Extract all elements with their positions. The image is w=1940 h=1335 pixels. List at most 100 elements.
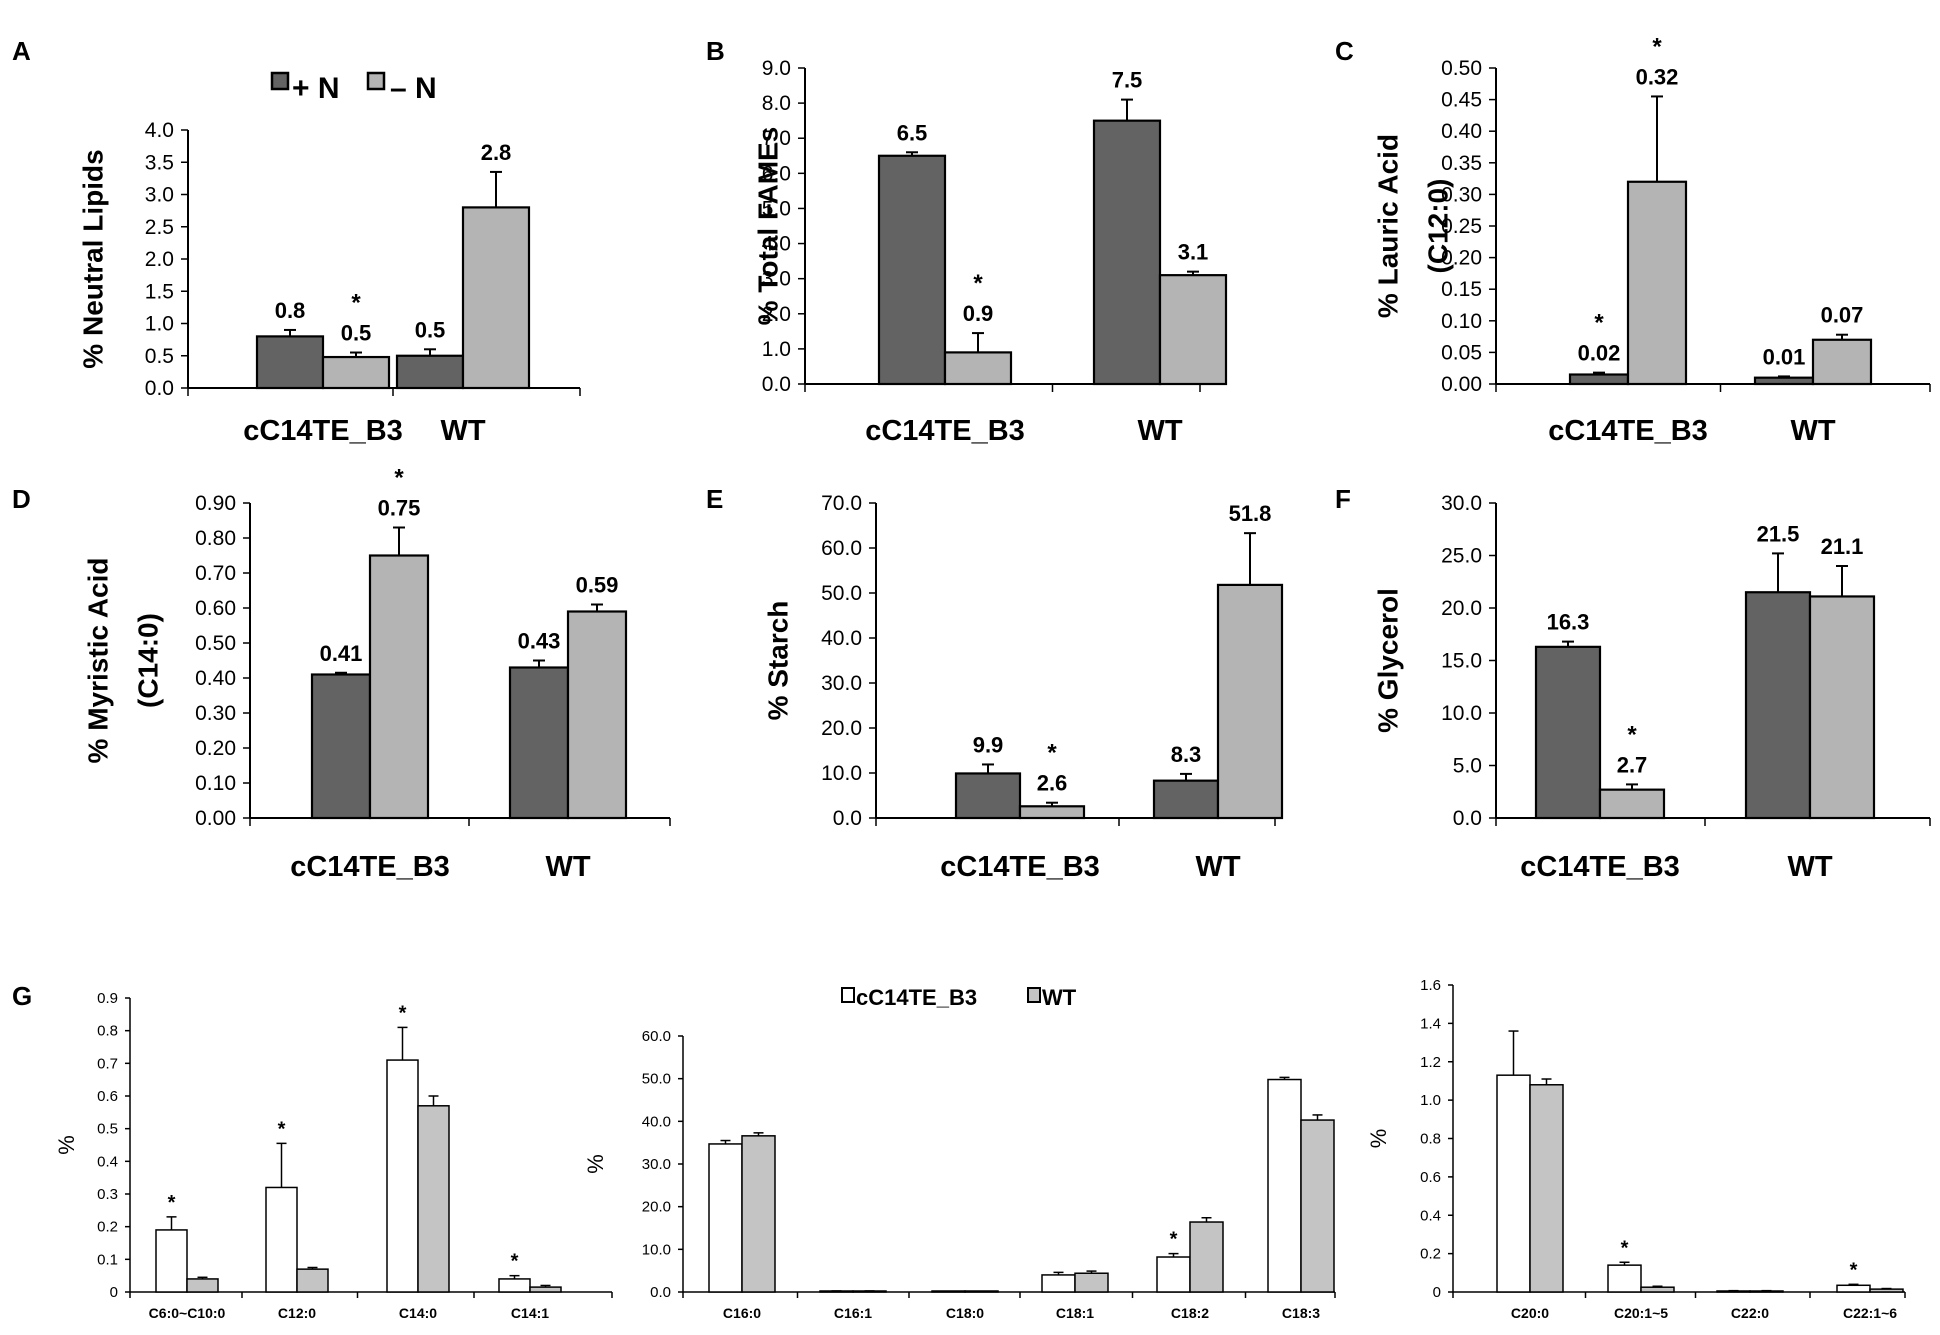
- bar-n-cc14teb3: [1598, 788, 1666, 820]
- y-tick-label: 9.0: [762, 57, 791, 80]
- y-tick-label: 0.20: [1441, 247, 1482, 270]
- panel-letter: B: [706, 36, 725, 66]
- x-tick-label: C18:0: [946, 1305, 984, 1321]
- y-tick-label: 0.70: [195, 562, 236, 585]
- data-label: 0.8: [275, 298, 306, 323]
- y-tick-label: 0.50: [1441, 57, 1482, 80]
- bar-n-wt: [508, 666, 570, 820]
- bar-n-wt: [395, 354, 465, 390]
- bar-wt-c160: [741, 1135, 776, 1293]
- bar-n-cc14teb3: [1626, 180, 1688, 386]
- x-tick-label: C14:1: [511, 1305, 549, 1321]
- legend-swatch-minus-n: [366, 71, 386, 91]
- y-tick-label: 0.40: [1441, 120, 1482, 143]
- data-label: 0.07: [1821, 303, 1864, 328]
- y-axis-label: % Lauric Acid: [1372, 134, 1403, 318]
- legend-label-cc14te: cC14TE_B3: [856, 985, 977, 1010]
- data-label: 3.1: [1178, 240, 1209, 265]
- panel-g1: G 0 0.1 0.2 0.3 0.4 0.5 0.6 0.7 0.8 0.9% * * * * C6:0~C…: [12, 981, 613, 1321]
- y-tick-label: 3.0: [762, 268, 791, 291]
- y-tick-label: 20.0: [821, 717, 862, 740]
- legend-swatch-wt: [1027, 987, 1041, 1003]
- y-tick-label: 0.00: [195, 807, 236, 830]
- bar-wt-c120: [296, 1268, 329, 1293]
- panel-e: E 0.0 10.0 20.0 30.0 40.0 50.0 60.0 70.0 % Starch…: [706, 484, 1284, 883]
- y-tick-label: 5.0: [762, 197, 791, 220]
- panel-letter: A: [12, 36, 31, 66]
- x-tick-label: C20:1~5: [1614, 1305, 1668, 1321]
- data-label: 0.59: [576, 573, 619, 598]
- data-label: 21.5: [1757, 521, 1800, 546]
- panel-f: F 0.0 5.0 10.0 15.0 20.0 25.0 30.0 % Glycerol 16.…: [1335, 484, 1931, 883]
- bar-wt-c141: [529, 1286, 562, 1293]
- significance-star: *: [1594, 310, 1604, 337]
- y-tick-label: 20.0: [642, 1199, 671, 1216]
- data-label: 2.6: [1037, 771, 1068, 796]
- significance-star: *: [1627, 721, 1637, 748]
- y-tick-label: 50.0: [642, 1071, 671, 1088]
- y-tick-label: 1.4: [1420, 1015, 1441, 1032]
- y-tick-label: 30.0: [642, 1156, 671, 1173]
- y-axis-label: %: [583, 1154, 608, 1174]
- x-tick-label: WT: [1790, 415, 1835, 447]
- y-tick-label: 1.2: [1420, 1054, 1441, 1071]
- significance-star: *: [1850, 1259, 1858, 1281]
- bar-n-wt: [566, 610, 628, 820]
- y-tick-label: 0.30: [195, 702, 236, 725]
- bar-n-wt: [1744, 591, 1812, 820]
- y-tick-label: 0.90: [195, 492, 236, 515]
- y-tick-label: 40.0: [642, 1113, 671, 1130]
- data-label: 7.5: [1112, 68, 1143, 93]
- y-tick-label: 0.25: [1441, 215, 1482, 238]
- y-tick-label: 4.0: [762, 233, 791, 256]
- panel-letter: C: [1335, 36, 1354, 66]
- x-tick-label: cC14TE_B3: [1548, 415, 1708, 447]
- y-tick-label: 60.0: [821, 537, 862, 560]
- y-tick-label: 0.45: [1441, 89, 1482, 112]
- y-tick-label: 70.0: [821, 492, 862, 515]
- y-tick-label: 10.0: [642, 1241, 671, 1258]
- y-tick-label: 0.50: [195, 632, 236, 655]
- y-tick-label: 0.7: [97, 1055, 118, 1072]
- x-tick-label: WT: [440, 415, 485, 447]
- y-tick-label: 0.8: [1420, 1131, 1441, 1148]
- data-label: 9.9: [973, 732, 1004, 757]
- significance-star: *: [399, 1002, 407, 1024]
- y-tick-label: 8.0: [762, 92, 791, 115]
- y-tick-label: 1.5: [145, 280, 174, 303]
- bar-cc14teb3-c60c100: [155, 1229, 188, 1293]
- bar-n-cc14teb3: [1534, 645, 1602, 820]
- bar-n-cc14teb3: [310, 673, 372, 820]
- panel-g2: 0.0 10.0 20.0 30.0 40.0 50.0 60.0% * C16:0 C16:1 C…: [583, 1028, 1336, 1321]
- y-tick-label: 0.6: [97, 1088, 118, 1105]
- y-tick-label: 40.0: [821, 627, 862, 650]
- bar-n-cc14teb3: [368, 554, 430, 820]
- bar-n-cc14teb3: [255, 335, 325, 390]
- y-axis-label-line2: (C12:0): [1422, 179, 1453, 274]
- data-label: 0.5: [415, 317, 446, 342]
- data-label: 21.1: [1821, 534, 1864, 559]
- data-label: 0.5: [341, 321, 372, 346]
- y-tick-label: 0.6: [1420, 1169, 1441, 1186]
- significance-star: *: [1652, 33, 1662, 60]
- significance-star: *: [1621, 1237, 1629, 1259]
- y-tick-label: 0.4: [1420, 1207, 1441, 1224]
- panel-letter: G: [12, 981, 32, 1011]
- bar-n-wt: [1152, 779, 1220, 820]
- bar-n-wt: [1158, 274, 1228, 386]
- y-tick-label: 0.15: [1441, 278, 1482, 301]
- y-tick-label: 0.0: [833, 807, 862, 830]
- x-tick-label: cC14TE_B3: [243, 415, 403, 447]
- bar-wt-c182: [1189, 1221, 1224, 1293]
- bar-wt-c200: [1529, 1084, 1564, 1293]
- bar-cc14teb3-c200: [1496, 1074, 1531, 1293]
- panel-letter: E: [706, 484, 723, 514]
- data-label: 0.9: [963, 301, 994, 326]
- data-label: 8.3: [1171, 742, 1202, 767]
- x-tick-label: C18:1: [1056, 1305, 1094, 1321]
- data-label: 2.7: [1617, 752, 1648, 777]
- y-tick-label: 1.6: [1420, 977, 1441, 994]
- x-tick-label: WT: [1137, 415, 1182, 447]
- y-axis-label: % Glycerol: [1372, 588, 1403, 733]
